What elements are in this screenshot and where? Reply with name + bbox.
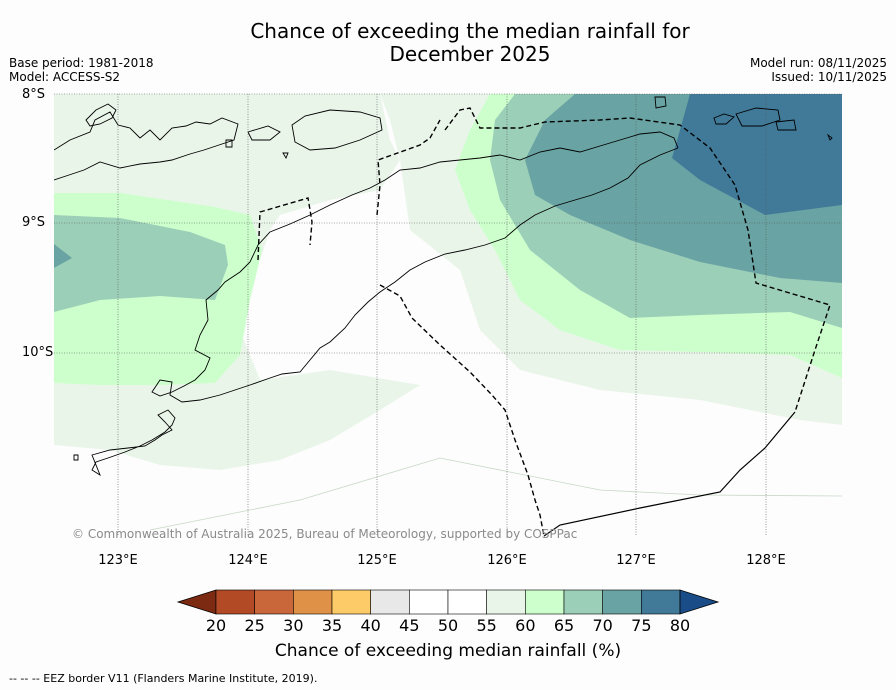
atauro-coast: [247, 125, 281, 141]
colorbar-extend-high: [679, 589, 720, 615]
meta-right: Model run: 08/11/2025 Issued: 10/11/2025: [750, 56, 887, 84]
colorbar-box-40-45: [370, 589, 410, 615]
zone-65-70-west: [54, 215, 228, 312]
zone-75-80: [672, 94, 842, 215]
lon-label-124e: 124°E: [228, 553, 268, 568]
colorbar-tick-20: 20: [205, 616, 227, 635]
lat-label-10s: 10°S: [22, 345, 54, 360]
probability-fill-layer: [54, 94, 842, 536]
small-island-2: [282, 152, 289, 160]
lon-label-125e: 125°E: [357, 553, 397, 568]
colorbar-title: Chance of exceeding median rainfall (%): [274, 641, 622, 661]
rote-coast: [91, 409, 176, 477]
colorbar-tick-70: 70: [592, 616, 613, 635]
coastline-layer: [54, 96, 833, 477]
colorbar-box-25-30: [254, 589, 294, 615]
colorbar-tick-60: 60: [515, 616, 536, 635]
lon-label-126e: 126°E: [487, 553, 527, 568]
wetar-coast: [291, 109, 383, 151]
lat-label-9s: 9°S: [22, 215, 46, 230]
colorbar-tick-25: 25: [244, 616, 265, 635]
colorbar-tick-45: 45: [399, 616, 420, 635]
title-line-2: December 2025: [389, 42, 551, 66]
colorbar-tick-40: 40: [360, 616, 381, 635]
colorbar-box-70-75: [602, 589, 642, 615]
timor-coast: [151, 131, 679, 403]
colorbar-tick-80: 80: [669, 616, 691, 635]
colorbar-tick-65: 65: [553, 616, 575, 635]
copyright-notice: © Commonwealth of Australia 2025, Bureau…: [72, 527, 578, 541]
colorbar-tick-30: 30: [283, 616, 304, 635]
colorbar-box-60-65: [525, 589, 565, 615]
kisar-coast: [654, 96, 667, 109]
lon-label-128e: 128°E: [746, 553, 786, 568]
alor-coast: [85, 103, 117, 127]
meta-left: Base period: 1981-2018 Model: ACCESS-S2: [9, 56, 154, 84]
colorbar-box-65-70: [563, 589, 603, 615]
model-name: Model: ACCESS-S2: [9, 70, 121, 84]
colorbar-box-50-55: [447, 589, 487, 615]
small-island-1: [225, 139, 233, 148]
lon-label-127e: 127°E: [616, 553, 656, 568]
colorbar-tick-75: 75: [631, 616, 652, 635]
colorbar-box-30-35: [293, 589, 333, 615]
colorbar-box-55-60: [486, 589, 526, 615]
issued-date: Issued: 10/11/2025: [771, 70, 887, 84]
eez-border-solid-segment: [543, 411, 796, 537]
colorbar-tick-55: 55: [476, 616, 497, 635]
colorbar-box-75-80: [641, 589, 681, 615]
tip-island: [826, 133, 833, 141]
contour-line: [149, 457, 842, 531]
eez-footnote: -- -- -- EEZ border V11 (Flanders Marine…: [9, 672, 318, 685]
colorbar-box-20-25: [215, 589, 255, 615]
eez-border: [257, 107, 831, 536]
colorbar-extend-low: [176, 589, 217, 615]
graticule: [54, 93, 842, 536]
colorbar: [176, 589, 720, 615]
ndana-coast: [73, 454, 79, 461]
flores-alor-coast: [54, 111, 239, 181]
leti-coast: [713, 113, 735, 125]
colorbar-tick-50: 50: [437, 616, 459, 635]
colorbar-box-45-50: [409, 589, 449, 615]
title-line-1: Chance of exceeding the median rainfall …: [250, 19, 690, 43]
lat-label-8s: 8°S: [22, 87, 46, 102]
map-title: Chance of exceeding the median rainfall …: [0, 20, 896, 66]
moa-coast: [735, 107, 781, 127]
colorbar-tick-35: 35: [321, 616, 343, 635]
base-period: Base period: 1981-2018: [9, 56, 154, 70]
colorbar-box-35-40: [331, 589, 371, 615]
lakor-coast: [775, 119, 797, 131]
model-run-date: Model run: 08/11/2025: [749, 56, 887, 70]
lon-label-123e: 123°E: [98, 553, 138, 568]
zone-70-75-west: [54, 244, 72, 268]
